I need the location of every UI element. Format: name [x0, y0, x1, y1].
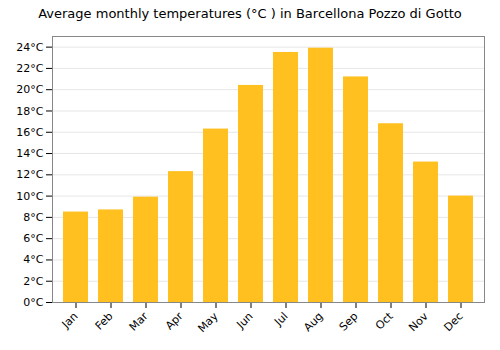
- svg-text:May: May: [195, 309, 221, 335]
- svg-text:Jan: Jan: [59, 310, 81, 332]
- svg-text:Oct: Oct: [373, 309, 396, 332]
- svg-text:10°C: 10°C: [16, 190, 43, 203]
- svg-text:Jul: Jul: [271, 310, 290, 329]
- svg-text:22°C: 22°C: [16, 62, 43, 75]
- svg-text:0°C: 0°C: [23, 296, 43, 309]
- svg-text:2°C: 2°C: [23, 275, 43, 288]
- svg-text:Mar: Mar: [127, 309, 151, 333]
- html-text:Average monthly temperatures (: Average monthly temperatures (°C ) in Ba…: [38, 6, 462, 21]
- svg-text:Dec: Dec: [441, 310, 465, 334]
- svg-text:20°C: 20°C: [16, 83, 43, 96]
- svg-text:Feb: Feb: [93, 310, 116, 333]
- svg-text:8°C: 8°C: [23, 211, 43, 224]
- svg-text:16°C: 16°C: [16, 126, 43, 139]
- svg-text:Aug: Aug: [301, 310, 325, 334]
- svg-text:4°C: 4°C: [23, 253, 43, 266]
- svg-text:Jun: Jun: [234, 310, 256, 332]
- svg-text:14°C: 14°C: [16, 147, 43, 160]
- svg-text:Sep: Sep: [337, 310, 361, 334]
- svg-text:Nov: Nov: [406, 309, 431, 334]
- svg-text:6°C: 6°C: [23, 232, 43, 245]
- svg-text:24°C: 24°C: [16, 41, 43, 54]
- svg-text:18°C: 18°C: [16, 105, 43, 118]
- svg-text:Apr: Apr: [163, 309, 186, 332]
- svg-text:12°C: 12°C: [16, 168, 43, 181]
